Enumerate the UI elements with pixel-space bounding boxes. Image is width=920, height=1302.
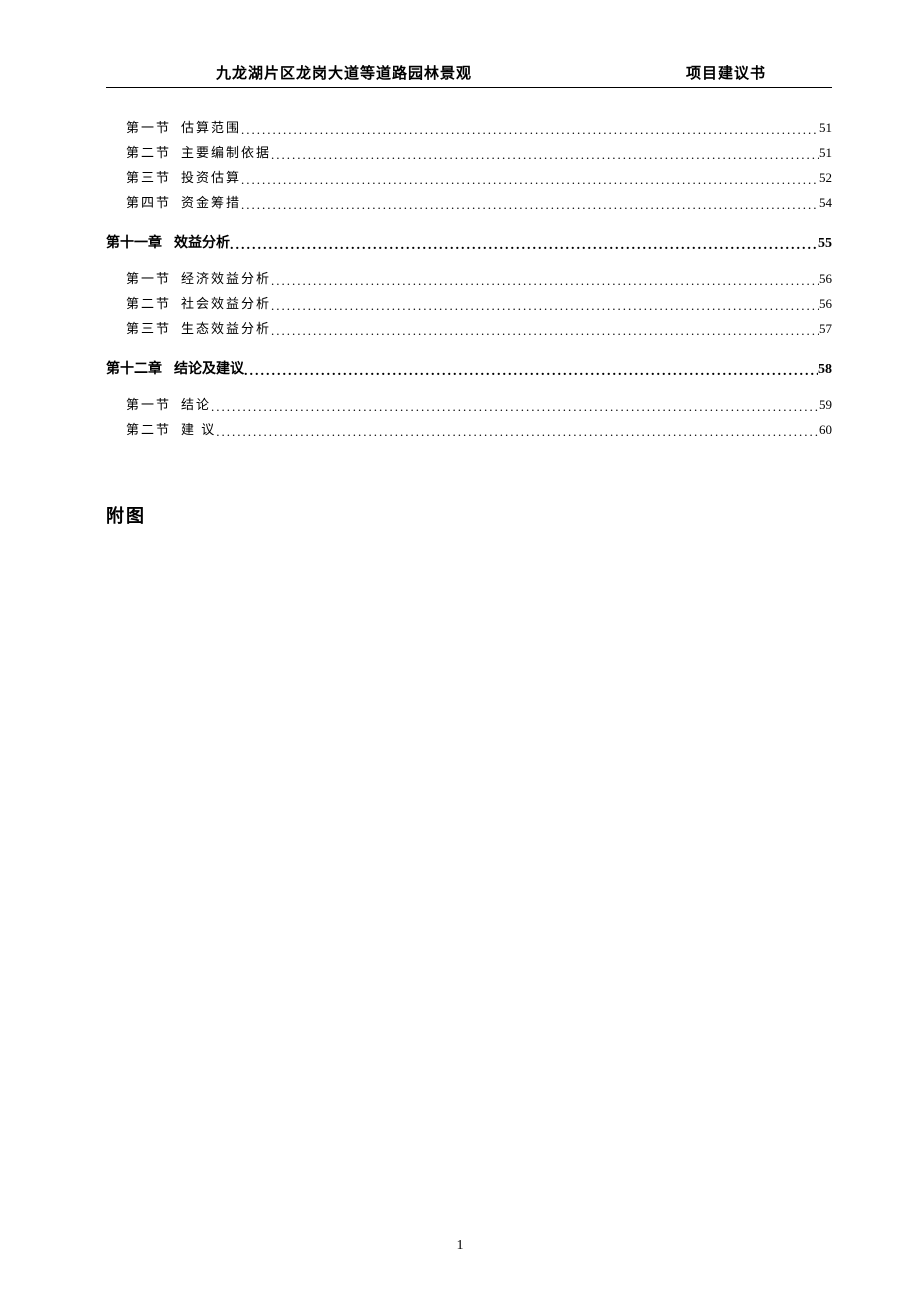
toc-leader-dots [271, 294, 819, 316]
toc-section-page: 52 [819, 166, 832, 190]
toc-leader-dots [244, 359, 818, 383]
toc-chapter-label: 第十一章 [106, 229, 162, 255]
page-header: 九龙湖片区龙岗大道等道路园林景观 项目建议书 [106, 62, 832, 88]
toc-section-page: 51 [819, 116, 832, 140]
toc-section-label: 第四节 [126, 191, 171, 215]
page-number: 1 [457, 1238, 464, 1254]
toc-section-title: 投资估算 [181, 166, 241, 190]
toc-chapter-entry: 第十一章 效益分析 55 [106, 229, 832, 257]
toc-section-label: 第一节 [126, 116, 171, 140]
toc-section-label: 第三节 [126, 166, 171, 190]
toc-leader-dots [271, 319, 819, 341]
toc-section-entry: 第一节 估算范围 51 [106, 116, 832, 140]
toc-section-title: 建 议 [181, 418, 216, 442]
toc-leader-dots [211, 395, 819, 417]
header-right-title: 项目建议书 [686, 62, 832, 83]
toc-chapter-entry: 第十二章 结论及建议 58 [106, 355, 832, 383]
toc-leader-dots [241, 168, 819, 190]
toc-section-title: 估算范围 [181, 116, 241, 140]
toc-section-page: 54 [819, 191, 832, 215]
toc-section-page: 57 [819, 317, 832, 341]
toc-section-label: 第二节 [126, 141, 171, 165]
toc-section-entry: 第二节 主要编制依据 51 [106, 141, 832, 165]
toc-section-title: 结论 [181, 393, 211, 417]
toc-section-entry: 第三节 生态效益分析 57 [106, 317, 832, 341]
toc-section-title: 社会效益分析 [181, 292, 271, 316]
toc-section-label: 第三节 [126, 317, 171, 341]
toc-leader-dots [241, 118, 819, 140]
page-container: 九龙湖片区龙岗大道等道路园林景观 项目建议书 第一节 估算范围 51 第二节 主… [0, 0, 920, 568]
toc-leader-dots [271, 143, 819, 165]
toc-section-entry: 第二节 社会效益分析 56 [106, 292, 832, 316]
toc-section-entry: 第三节 投资估算 52 [106, 166, 832, 190]
toc-section-page: 59 [819, 393, 832, 417]
toc-leader-dots [230, 233, 818, 257]
toc-chapter-title: 结论及建议 [174, 355, 244, 381]
toc-section-title: 资金筹措 [181, 191, 241, 215]
appendix-heading: 附图 [106, 502, 832, 528]
toc-section-title: 经济效益分析 [181, 267, 271, 291]
toc-leader-dots [271, 269, 819, 291]
toc-section-entry: 第四节 资金筹措 54 [106, 191, 832, 215]
toc-leader-dots [216, 420, 819, 442]
toc-section-title: 主要编制依据 [181, 141, 271, 165]
toc-leader-dots [241, 193, 819, 215]
toc-section-label: 第二节 [126, 292, 171, 316]
toc-section-entry: 第一节 结论 59 [106, 393, 832, 417]
toc-section-page: 51 [819, 141, 832, 165]
toc-chapter-page: 58 [818, 357, 832, 383]
toc-chapter-label: 第十二章 [106, 355, 162, 381]
table-of-contents: 第一节 估算范围 51 第二节 主要编制依据 51 第三节 投资估算 52 第四… [106, 116, 832, 442]
header-left-title: 九龙湖片区龙岗大道等道路园林景观 [106, 62, 472, 83]
toc-section-label: 第一节 [126, 267, 171, 291]
toc-section-page: 56 [819, 267, 832, 291]
toc-section-label: 第二节 [126, 418, 171, 442]
toc-chapter-page: 55 [818, 231, 832, 257]
toc-section-label: 第一节 [126, 393, 171, 417]
toc-section-page: 60 [819, 418, 832, 442]
toc-section-title: 生态效益分析 [181, 317, 271, 341]
toc-section-page: 56 [819, 292, 832, 316]
toc-section-entry: 第二节 建 议 60 [106, 418, 832, 442]
toc-section-entry: 第一节 经济效益分析 56 [106, 267, 832, 291]
toc-chapter-title: 效益分析 [174, 229, 230, 255]
